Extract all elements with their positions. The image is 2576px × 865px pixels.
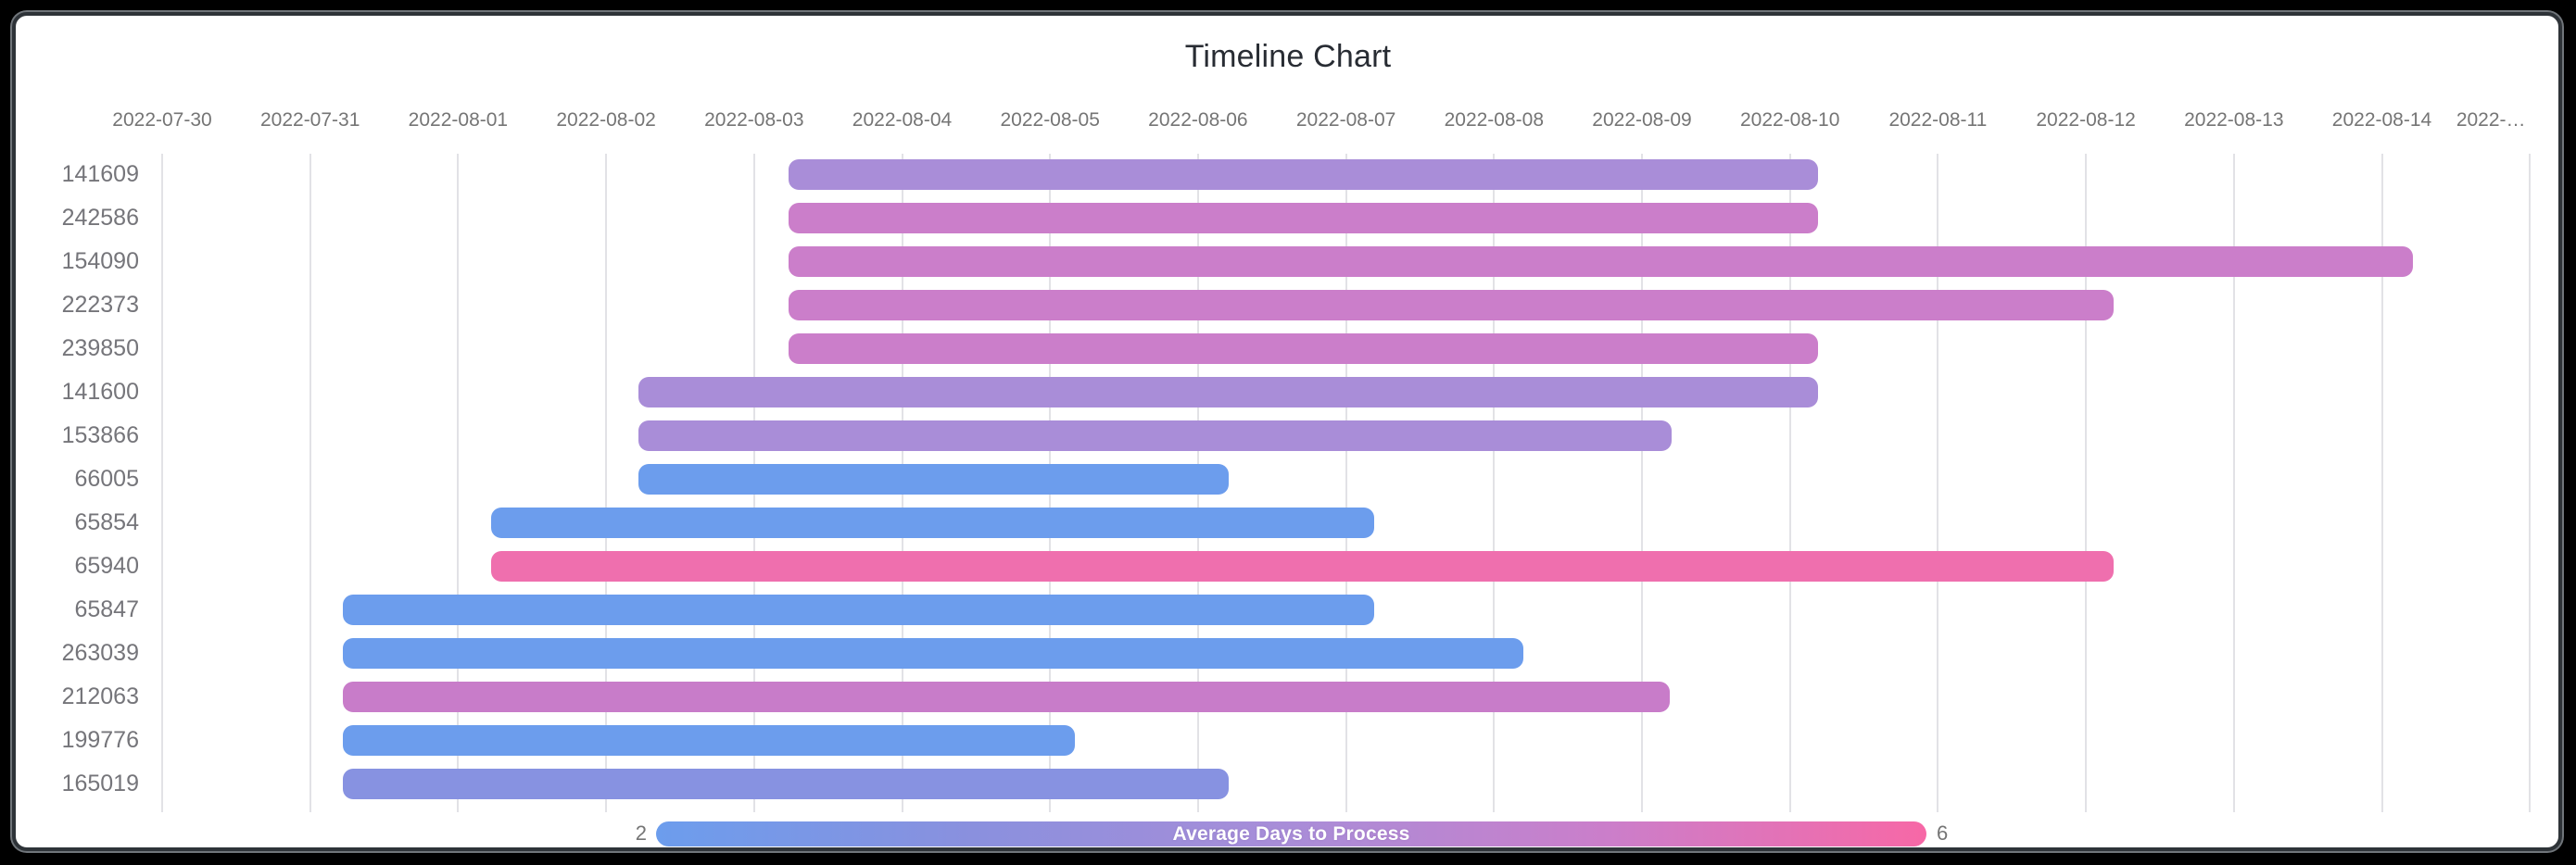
row-label: 153866	[61, 422, 139, 448]
timeline-bar[interactable]	[788, 246, 2414, 277]
legend-title: Average Days to Process	[1172, 822, 1410, 845]
row-label: 65854	[74, 509, 139, 535]
x-tick-label: 2022-08-09	[1592, 109, 1692, 131]
row-label: 141609	[61, 161, 139, 187]
row-label: 141600	[61, 379, 139, 405]
row-label: 199776	[61, 727, 139, 753]
x-tick-label: 2022-08-14	[2331, 109, 2432, 131]
gridline	[1345, 154, 1347, 812]
row-label: 154090	[61, 248, 139, 274]
legend-max-label: 6	[1937, 821, 1949, 845]
gridline	[309, 154, 311, 812]
row-label: 263039	[61, 640, 139, 666]
legend-gradient-bar: Average Days to Process	[656, 821, 1926, 846]
row-label: 222373	[61, 292, 139, 318]
timeline-bar[interactable]	[788, 203, 1819, 233]
row-label: 65940	[74, 553, 139, 579]
timeline-bar[interactable]	[490, 508, 1374, 538]
gridline	[1493, 154, 1496, 812]
x-tick-label: 2022-08-01	[408, 109, 509, 131]
x-tick-label: 2022-08-03	[704, 109, 804, 131]
x-tick-label: 2022-08-02	[556, 109, 656, 131]
timeline-bar[interactable]	[788, 290, 2115, 320]
chart-title: Timeline Chart	[1184, 39, 1392, 74]
timeline-bar[interactable]	[342, 595, 1374, 625]
x-tick-label: 2022-08-05	[1000, 109, 1100, 131]
x-tick-label: 2022-…	[2456, 109, 2526, 131]
timeline-bar[interactable]	[638, 377, 1819, 407]
gridline	[2529, 154, 2532, 812]
timeline-bar[interactable]	[342, 769, 1230, 799]
gridline	[2085, 154, 2088, 812]
gridline	[1641, 154, 1643, 812]
row-label: 66005	[74, 466, 139, 492]
timeline-bar[interactable]	[788, 333, 1819, 364]
row-label: 65847	[74, 596, 139, 622]
timeline-bar[interactable]	[788, 159, 1819, 190]
timeline-bar[interactable]	[342, 638, 1524, 669]
timeline-bar[interactable]	[638, 464, 1230, 495]
x-tick-label: 2022-08-04	[852, 109, 953, 131]
row-label: 212063	[61, 683, 139, 709]
x-tick-label: 2022-08-13	[2184, 109, 2284, 131]
gridline	[1788, 154, 1791, 812]
gridline	[1937, 154, 1939, 812]
legend-min-label: 2	[635, 821, 647, 845]
x-tick-label: 2022-07-31	[259, 109, 360, 131]
timeline-bar[interactable]	[490, 551, 2115, 582]
timeline-bar[interactable]	[638, 420, 1672, 451]
x-tick-label: 2022-08-08	[1444, 109, 1545, 131]
gridline	[457, 154, 460, 812]
gridline	[605, 154, 608, 812]
x-tick-label: 2022-08-11	[1888, 109, 1988, 131]
x-tick-label: 2022-08-12	[2036, 109, 2136, 131]
timeline-bar[interactable]	[342, 682, 1671, 712]
x-tick-label: 2022-07-30	[112, 109, 212, 131]
gridline	[2380, 154, 2383, 812]
gridline	[161, 154, 163, 812]
row-label: 165019	[61, 771, 139, 796]
x-tick-label: 2022-08-10	[1739, 109, 1840, 131]
x-tick-label: 2022-08-06	[1148, 109, 1248, 131]
row-label: 242586	[61, 205, 139, 231]
timeline-bar[interactable]	[342, 725, 1076, 756]
row-label: 239850	[61, 335, 139, 361]
gridline	[2232, 154, 2235, 812]
x-tick-label: 2022-08-07	[1295, 109, 1396, 131]
